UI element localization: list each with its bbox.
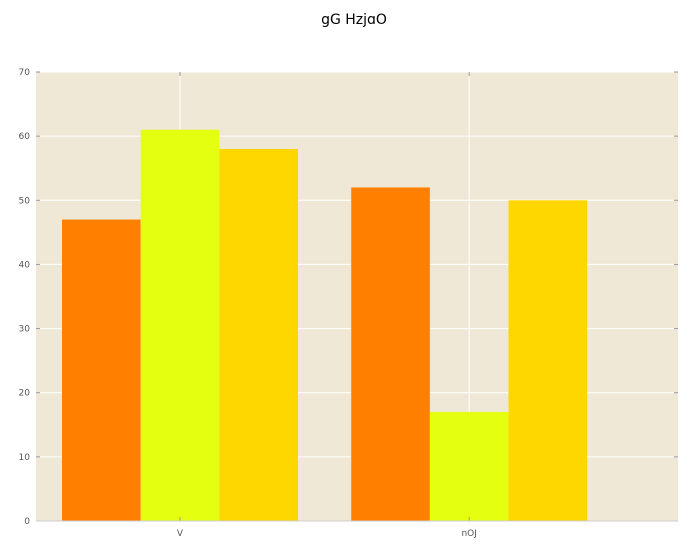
bar <box>429 411 509 521</box>
bars <box>62 129 588 522</box>
bar <box>140 129 220 521</box>
bar <box>219 148 299 521</box>
axes: 0 10 20 30 40 50 60 70 V nOJ <box>19 68 678 539</box>
y-tick-label: 10 <box>19 453 31 463</box>
bar <box>508 200 588 522</box>
y-tick-label: 30 <box>19 325 31 335</box>
y-tick-label: 50 <box>19 196 31 206</box>
y-tick-label: 60 <box>19 132 31 142</box>
bar <box>62 219 141 521</box>
y-tick-label: 40 <box>19 260 31 270</box>
x-tick-label: nOJ <box>461 529 476 539</box>
y-tick-label: 70 <box>19 68 31 78</box>
y-tick-label: 0 <box>24 517 30 527</box>
bar <box>351 187 430 521</box>
y-tick-label: 20 <box>19 389 31 399</box>
x-tick-label: V <box>177 529 184 539</box>
chart-title: gG HzjɑO <box>321 12 387 28</box>
